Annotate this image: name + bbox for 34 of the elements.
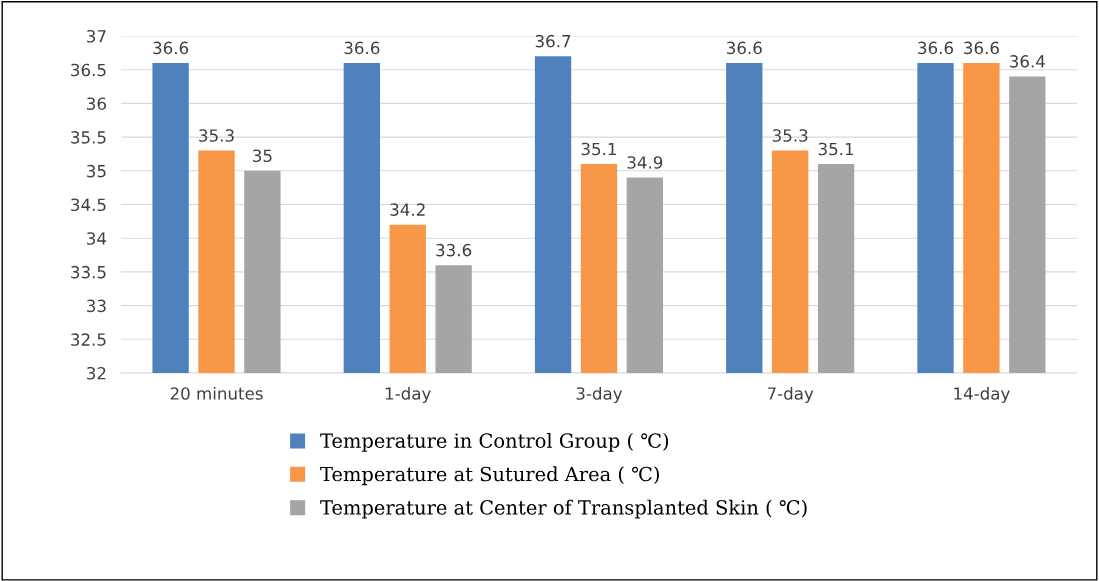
legend-label: Temperature at Center of Transplanted Skin ( ℃) xyxy=(320,499,807,519)
legend-label: Temperature at Sutured Area ( ℃) xyxy=(320,466,659,486)
x-tick-label: 3-day xyxy=(576,386,623,404)
data-label: 36.6 xyxy=(344,41,380,55)
data-label: 36.7 xyxy=(535,34,571,48)
y-tick-label: 34 xyxy=(87,232,107,245)
y-tick-label: 33.5 xyxy=(71,265,106,279)
data-label: 33.6 xyxy=(436,243,472,257)
data-label: 35.1 xyxy=(818,142,854,156)
data-label: 36.6 xyxy=(727,41,762,55)
data-label: 35.1 xyxy=(581,142,616,156)
y-tick-label: 37 xyxy=(87,29,106,43)
y-tick-label: 35.5 xyxy=(71,131,106,144)
y-tick-label: 36 xyxy=(87,97,106,110)
y-tick-label: 32.5 xyxy=(71,333,106,346)
legend-label: Temperature in Control Group ( ℃) xyxy=(320,432,669,452)
data-label: 35 xyxy=(253,149,272,163)
y-tick-label: 36.5 xyxy=(71,63,106,77)
x-tick-label: 7-day xyxy=(767,386,814,404)
x-tick-label: 20 minutes xyxy=(170,386,263,400)
data-label: 36.6 xyxy=(153,41,189,55)
y-tick-label: 32 xyxy=(87,366,106,380)
data-label: 36.6 xyxy=(918,41,954,55)
x-tick-label: 14-day xyxy=(954,386,1010,404)
x-tick-label: 1-day xyxy=(385,386,431,404)
y-tick-label: 33 xyxy=(87,299,106,313)
data-label: 35.3 xyxy=(772,129,808,142)
data-label: 36.4 xyxy=(1010,55,1045,68)
data-label: 34.2 xyxy=(390,203,425,216)
data-label: 36.6 xyxy=(964,41,999,55)
data-label: 35.3 xyxy=(199,129,234,142)
data-label: 34.9 xyxy=(627,156,663,169)
y-tick-label: 35 xyxy=(87,164,106,178)
y-tick-label: 34.5 xyxy=(71,198,106,212)
